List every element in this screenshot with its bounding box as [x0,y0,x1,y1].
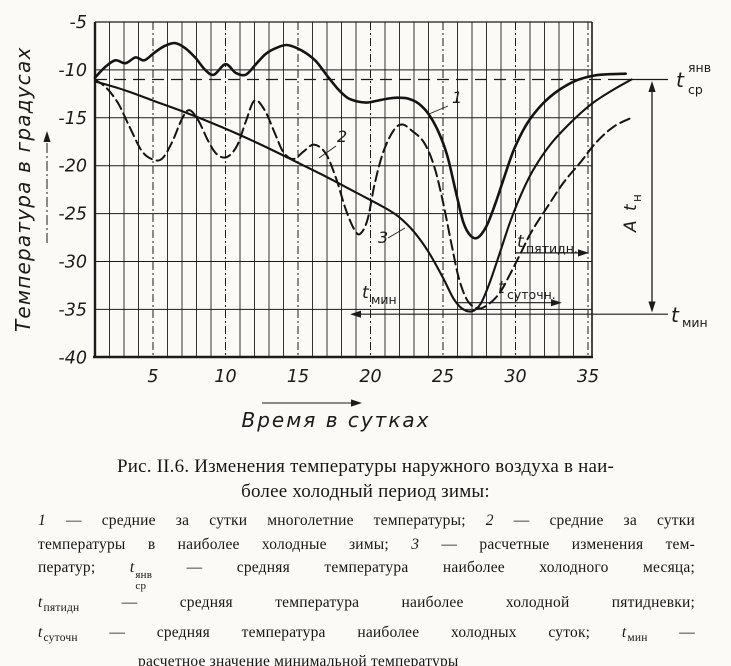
svg-text:мин: мин [371,292,397,307]
svg-text:10: 10 [214,367,236,387]
curve-2 [94,78,633,310]
legend-text-run: — средняя температура наиболее холодной … [79,594,695,611]
t-symbol: tмин [621,623,648,644]
svg-text:-20: -20 [58,157,87,177]
svg-text:3: 3 [378,228,388,247]
figure-title-line2: более холодный период зимы: [241,481,490,502]
plot-border [93,21,593,359]
svg-text:5: 5 [147,367,158,387]
svg-text:-30: -30 [58,253,87,273]
curve-labels: 1 2 3 [318,88,462,247]
figure-caption: Рис. II.6. Изменения температуры наружно… [0,454,731,666]
t-symbol: tпятидн [38,594,80,614]
svg-text:мин: мин [682,315,708,330]
legend-text-run: 3 [411,535,420,553]
figure-legend: 1 — средние за сутки многолетние темпера… [38,509,695,666]
svg-text:-10: -10 [58,61,87,81]
svg-text:-40: -40 [58,348,87,368]
y-tick-labels: -5 -10 -15 -20 -25 -30 -35 -40 [58,13,87,368]
amplitude-label: A tн [621,194,644,233]
svg-text:t: t [517,232,525,252]
legend-text-run: температуры в наиболее холодные зимы; [38,535,412,553]
legend-text-run: расчетное значение минимальной температу… [138,653,459,666]
svg-text:пятидн.: пятидн. [526,241,578,256]
legend-text-run: 1 [38,512,46,529]
svg-text:15: 15 [287,367,309,387]
legend-text-run: — средние за сутки [493,512,695,529]
legend-text-run: ператур; [38,559,130,576]
t-symbol: t янв ср [129,559,153,592]
grid [94,22,592,357]
legend-text-run: 2 [485,512,494,529]
svg-text:A t: A t [621,202,641,233]
svg-text:20: 20 [359,367,381,387]
svg-text:-5: -5 [70,13,87,33]
svg-text:Время в сутках: Время в сутках [242,408,431,432]
svg-text:2: 2 [337,127,347,146]
svg-text:35: 35 [577,367,599,387]
svg-text:Температура в градусах: Температура в градусах [11,47,35,333]
figure-legend-line: расчетное значение минимальной температу… [138,650,695,666]
amplitude-arrow [648,81,656,313]
legend-text-run: — расчетные изменения тем- [419,535,695,553]
svg-text:t: t [362,283,370,303]
svg-text:н: н [630,194,644,202]
legend-text-run: — средние за сутки многолетние температу… [45,512,486,529]
legend-text-run: — средняя температура наиболее холодного… [152,559,695,576]
legend-text-run: — средняя температура наиболее холодных … [77,623,622,641]
curve-3 [93,78,633,313]
svg-text:t: t [676,68,685,92]
curve-1 [93,41,627,240]
svg-text:t: t [498,278,506,298]
svg-text:t: t [671,303,680,327]
svg-text:-35: -35 [58,300,87,320]
figure-legend-line: ператур; t янв ср — средняя температура на… [38,556,695,591]
x-axis-title: Время в сутках [242,399,431,432]
level-lines [95,78,668,318]
svg-text:30: 30 [504,367,526,387]
svg-text:суточн.: суточн. [507,287,556,302]
x-tick-labels: 5 10 15 20 25 30 35 [147,367,599,387]
figure-title: Рис. II.6. Изменения температуры наружно… [0,454,731,504]
figure-legend-line: 1 — средние за сутки многолетние темпера… [38,509,695,533]
y-axis-title: Температура в градусах [11,47,51,333]
legend-text-run: — [647,623,695,641]
svg-text:-25: -25 [58,205,87,225]
svg-text:1: 1 [452,88,462,107]
figure-legend-line: tсуточн — средняя температура наиболее х… [38,621,695,651]
svg-text:25: 25 [432,367,454,387]
t-symbol: tсуточн [38,623,78,644]
figure-legend-line: температуры в наиболее холодные зимы; 3 … [38,533,695,557]
svg-text:-15: -15 [58,109,87,129]
svg-text:янв: янв [688,60,711,75]
figure-legend-line: tпятидн — средняя температура наиболее х… [38,591,695,621]
figure-title-line1: Рис. II.6. Изменения температуры наружно… [116,456,615,477]
svg-text:ср: ср [688,82,703,97]
